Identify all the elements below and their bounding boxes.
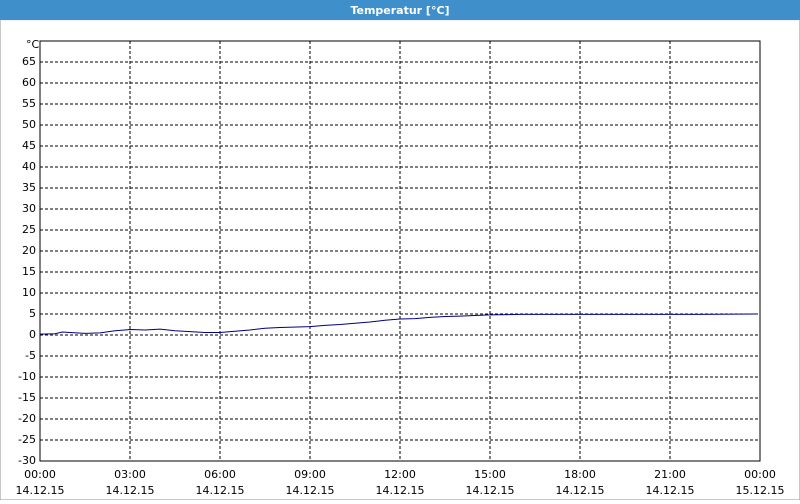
y-tick-label: -20 bbox=[18, 412, 36, 425]
x-tick-label: 21:00 14.12.15 bbox=[646, 468, 695, 497]
y-unit-label: °C bbox=[26, 38, 40, 51]
y-tick-label: 45 bbox=[22, 139, 36, 152]
chart-title: Temperatur [°C] bbox=[350, 4, 449, 17]
y-tick-label: 35 bbox=[22, 181, 36, 194]
y-tick-label: -30 bbox=[18, 454, 36, 467]
x-tick-label: 03:00 14.12.15 bbox=[106, 468, 155, 497]
y-tick-label: -15 bbox=[18, 391, 36, 404]
title-bar bbox=[0, 0, 800, 20]
y-tick-label: -10 bbox=[18, 370, 36, 383]
y-tick-label: 5 bbox=[29, 307, 36, 320]
x-tick-label: 06:00 14.12.15 bbox=[196, 468, 245, 497]
y-tick-label: 55 bbox=[22, 97, 36, 110]
y-tick-label: 15 bbox=[22, 265, 36, 278]
x-tick-label: 15:00 14.12.15 bbox=[466, 468, 515, 497]
y-tick-label: 60 bbox=[22, 76, 36, 89]
data-line bbox=[39, 313, 758, 335]
y-tick-label: 10 bbox=[22, 286, 36, 299]
x-tick-label: 12:00 14.12.15 bbox=[376, 468, 425, 497]
y-tick-label: 50 bbox=[22, 118, 36, 131]
y-tick-label: 20 bbox=[22, 244, 36, 257]
y-tick-label: 65 bbox=[22, 55, 36, 68]
plot-border bbox=[39, 40, 761, 462]
y-tick-label: 25 bbox=[22, 223, 36, 236]
y-tick-label: 30 bbox=[22, 202, 36, 215]
y-tick-label: 40 bbox=[22, 160, 36, 173]
x-tick-label: 00:00 14.12.15 bbox=[16, 468, 65, 497]
y-tick-label: -25 bbox=[18, 433, 36, 446]
x-tick-label: 09:00 14.12.15 bbox=[286, 468, 335, 497]
y-tick-label: -5 bbox=[25, 349, 36, 362]
y-tick-label: 0 bbox=[29, 328, 36, 341]
x-tick-label: 00:00 15.12.15 bbox=[736, 468, 785, 497]
x-tick-label: 18:00 14.12.15 bbox=[556, 468, 605, 497]
